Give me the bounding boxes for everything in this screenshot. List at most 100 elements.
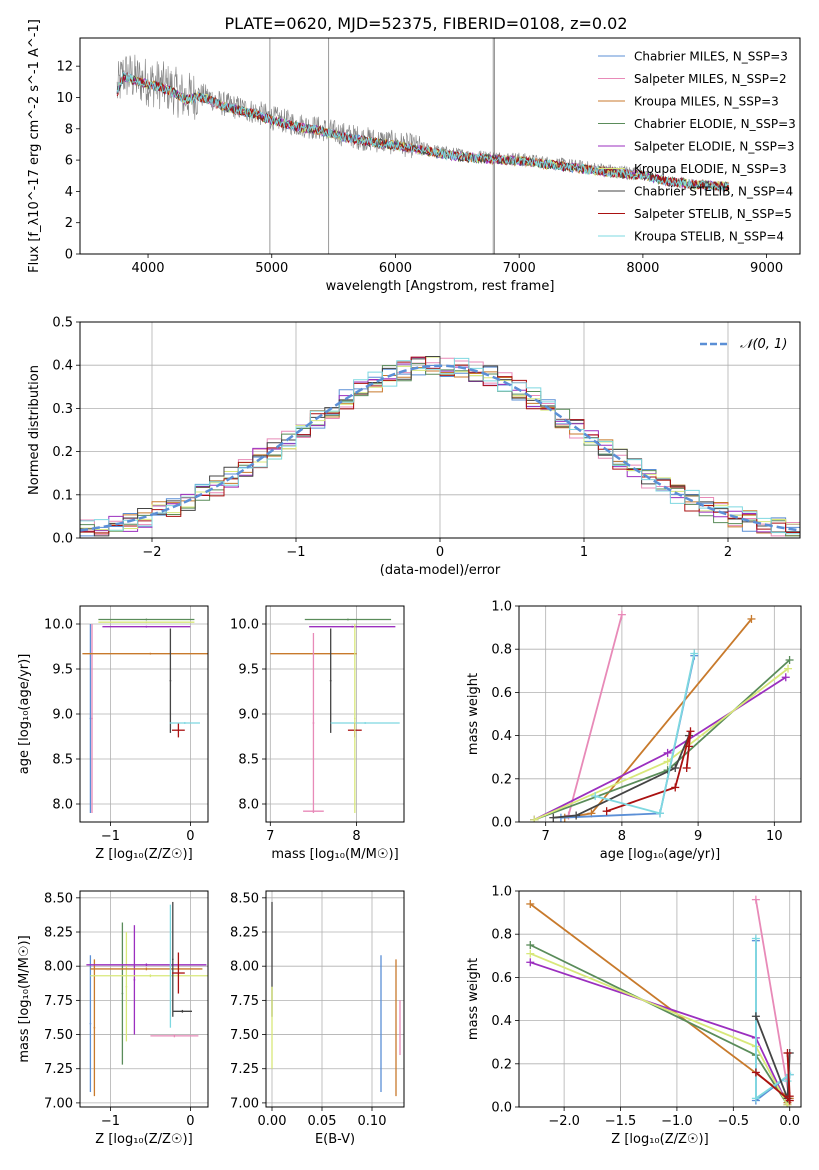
x-tick-label: 4000	[131, 261, 164, 276]
y-axis-label: Normed distribution	[27, 365, 42, 495]
y-tick-label: 7.75	[230, 994, 259, 1009]
y-axis-label: mass [log₁₀(M/M☉)]	[17, 935, 32, 1062]
weight-line	[560, 655, 696, 819]
x-tick-label: −0.5	[718, 1114, 750, 1129]
plot-area	[271, 901, 401, 1097]
x-axis-label: Z [log₁₀(Z/Z☉)]	[611, 1132, 708, 1147]
plot-weight_vs_Z: −2.0 −1.5 −1.0 −0.5 0.0 0.0 0.2 0.4 0.6 0.8 1.0 Z […	[466, 885, 802, 1147]
x-tick-label: 5000	[255, 261, 288, 276]
y-tick-label: 8	[65, 122, 73, 137]
y-tick-label: 7.00	[230, 1096, 259, 1111]
x-tick-label: 0	[436, 545, 444, 560]
weight-line	[533, 667, 789, 821]
axes-frame	[79, 37, 801, 255]
legend-label: Salpeter STELIB, N_SSP=5	[634, 207, 792, 221]
x-axis-label: age [log₁₀(age/yr)]	[600, 847, 721, 862]
y-tick-label: 0.4	[491, 729, 512, 744]
x-tick-label: −2	[142, 545, 161, 560]
plot-area	[270, 618, 400, 813]
plot-area	[530, 610, 794, 822]
plot-weight_vs_age: 7 8 9 10 0.0 0.2 0.4 0.6 0.8 1.0 age [log₁₀(age/yr…	[466, 600, 802, 862]
y-tick-label: 8.50	[230, 891, 259, 906]
y-tick-label: 4	[65, 185, 73, 200]
y-tick-label: 0.0	[491, 816, 512, 831]
legend-label: Chabrier ELODIE, N_SSP=3	[634, 117, 796, 131]
y-tick-label: 8.5	[238, 753, 259, 768]
y-tick-label: 0.8	[491, 928, 512, 943]
y-tick-label: 0.2	[52, 445, 73, 460]
weight-line	[553, 735, 690, 819]
y-axis-label: Flux [f_λ10^-17 erg cm^-2 s^-1 A^-1]	[27, 19, 42, 273]
weight-line	[755, 899, 791, 1101]
plot-spectrum: 4000 5000 6000 7000 8000 9000 0 2 4 6 8 10 12 wavelen…	[27, 19, 801, 294]
axes-frame	[265, 605, 405, 823]
axes-frame	[79, 890, 209, 1108]
x-tick-label: 0.00	[258, 1114, 287, 1129]
y-tick-label: 0.0	[52, 532, 73, 547]
x-tick-label: 2	[724, 545, 732, 560]
y-tick-label: 1.0	[491, 600, 512, 615]
y-tick-label: 2	[65, 216, 73, 231]
y-tick-label: 8.25	[230, 926, 259, 941]
x-tick-label: 1	[580, 545, 588, 560]
axes-frame	[518, 605, 802, 823]
x-tick-label: 7	[542, 829, 550, 844]
y-tick-label: 12	[56, 60, 73, 75]
x-tick-label: 8	[352, 829, 360, 844]
histogram-step	[80, 357, 800, 535]
x-tick-label: 7	[266, 829, 274, 844]
legend-label: Kroupa STELIB, N_SSP=4	[634, 230, 784, 244]
normal-curve	[80, 364, 800, 532]
weight-line	[567, 614, 623, 816]
x-tick-label: 8000	[626, 261, 659, 276]
y-tick-label: 8.5	[52, 753, 73, 768]
x-tick-label: −1.5	[605, 1114, 637, 1129]
x-tick-label: −2.0	[548, 1114, 580, 1129]
legend-label: Kroupa ELODIE, N_SSP=3	[634, 162, 787, 176]
x-axis-label: (data-model)/error	[380, 563, 501, 578]
x-tick-label: −1	[101, 829, 120, 844]
y-axis-label: age [log₁₀(age/yr)]	[17, 654, 32, 775]
y-tick-label: 10.0	[44, 618, 73, 633]
legend-label: 𝒩(0, 1)	[740, 337, 787, 352]
axes-frame	[518, 890, 802, 1108]
x-tick-label: −1.0	[661, 1114, 693, 1129]
x-tick-label: 8	[618, 829, 626, 844]
y-tick-label: 6	[65, 154, 73, 169]
x-axis-label: mass [log₁₀(M/M☉)]	[271, 847, 398, 862]
axes-frame	[265, 890, 405, 1108]
model-spectrum	[116, 71, 730, 193]
y-tick-label: 8.0	[238, 798, 259, 813]
axes-frame	[79, 605, 209, 823]
x-tick-label: 6000	[379, 261, 412, 276]
y-tick-label: 7.50	[230, 1028, 259, 1043]
x-tick-label: 0	[186, 829, 194, 844]
y-tick-label: 9.0	[52, 708, 73, 723]
y-tick-label: 7.25	[230, 1062, 259, 1077]
plot-area	[526, 895, 794, 1107]
y-tick-label: 7.00	[44, 1096, 73, 1111]
y-tick-label: 8.25	[44, 926, 73, 941]
model-spectrum	[116, 72, 730, 193]
plot-age_vs_Z: −1 0 8.0 8.5 9.0 9.5 10.0 Z [log₁₀(Z/Z☉)] age [l…	[17, 605, 209, 862]
legend-label: Salpeter ELODIE, N_SSP=3	[634, 140, 795, 154]
y-tick-label: 0.8	[491, 643, 512, 658]
y-tick-label: 0.3	[52, 402, 73, 417]
x-tick-label: −1	[286, 545, 305, 560]
legend-label: Kroupa MILES, N_SSP=3	[634, 95, 779, 109]
y-tick-label: 8.0	[52, 798, 73, 813]
legend-label: Salpeter MILES, N_SSP=2	[634, 72, 787, 86]
plot-area	[86, 901, 208, 1097]
x-axis-label: Z [log₁₀(Z/Z☉)]	[95, 847, 192, 862]
x-axis-label: E(B-V)	[315, 1132, 355, 1147]
y-tick-label: 8.00	[44, 960, 73, 975]
x-tick-label: 9000	[750, 261, 783, 276]
y-tick-label: 10	[56, 91, 73, 106]
y-tick-label: 7.25	[44, 1062, 73, 1077]
y-tick-label: 7.50	[44, 1028, 73, 1043]
x-axis-label: wavelength [Angstrom, rest frame]	[326, 279, 555, 294]
weight-line	[530, 961, 789, 1106]
data-spectrum	[116, 54, 643, 179]
y-tick-label: 1.0	[491, 885, 512, 900]
y-tick-label: 0.4	[491, 1014, 512, 1029]
